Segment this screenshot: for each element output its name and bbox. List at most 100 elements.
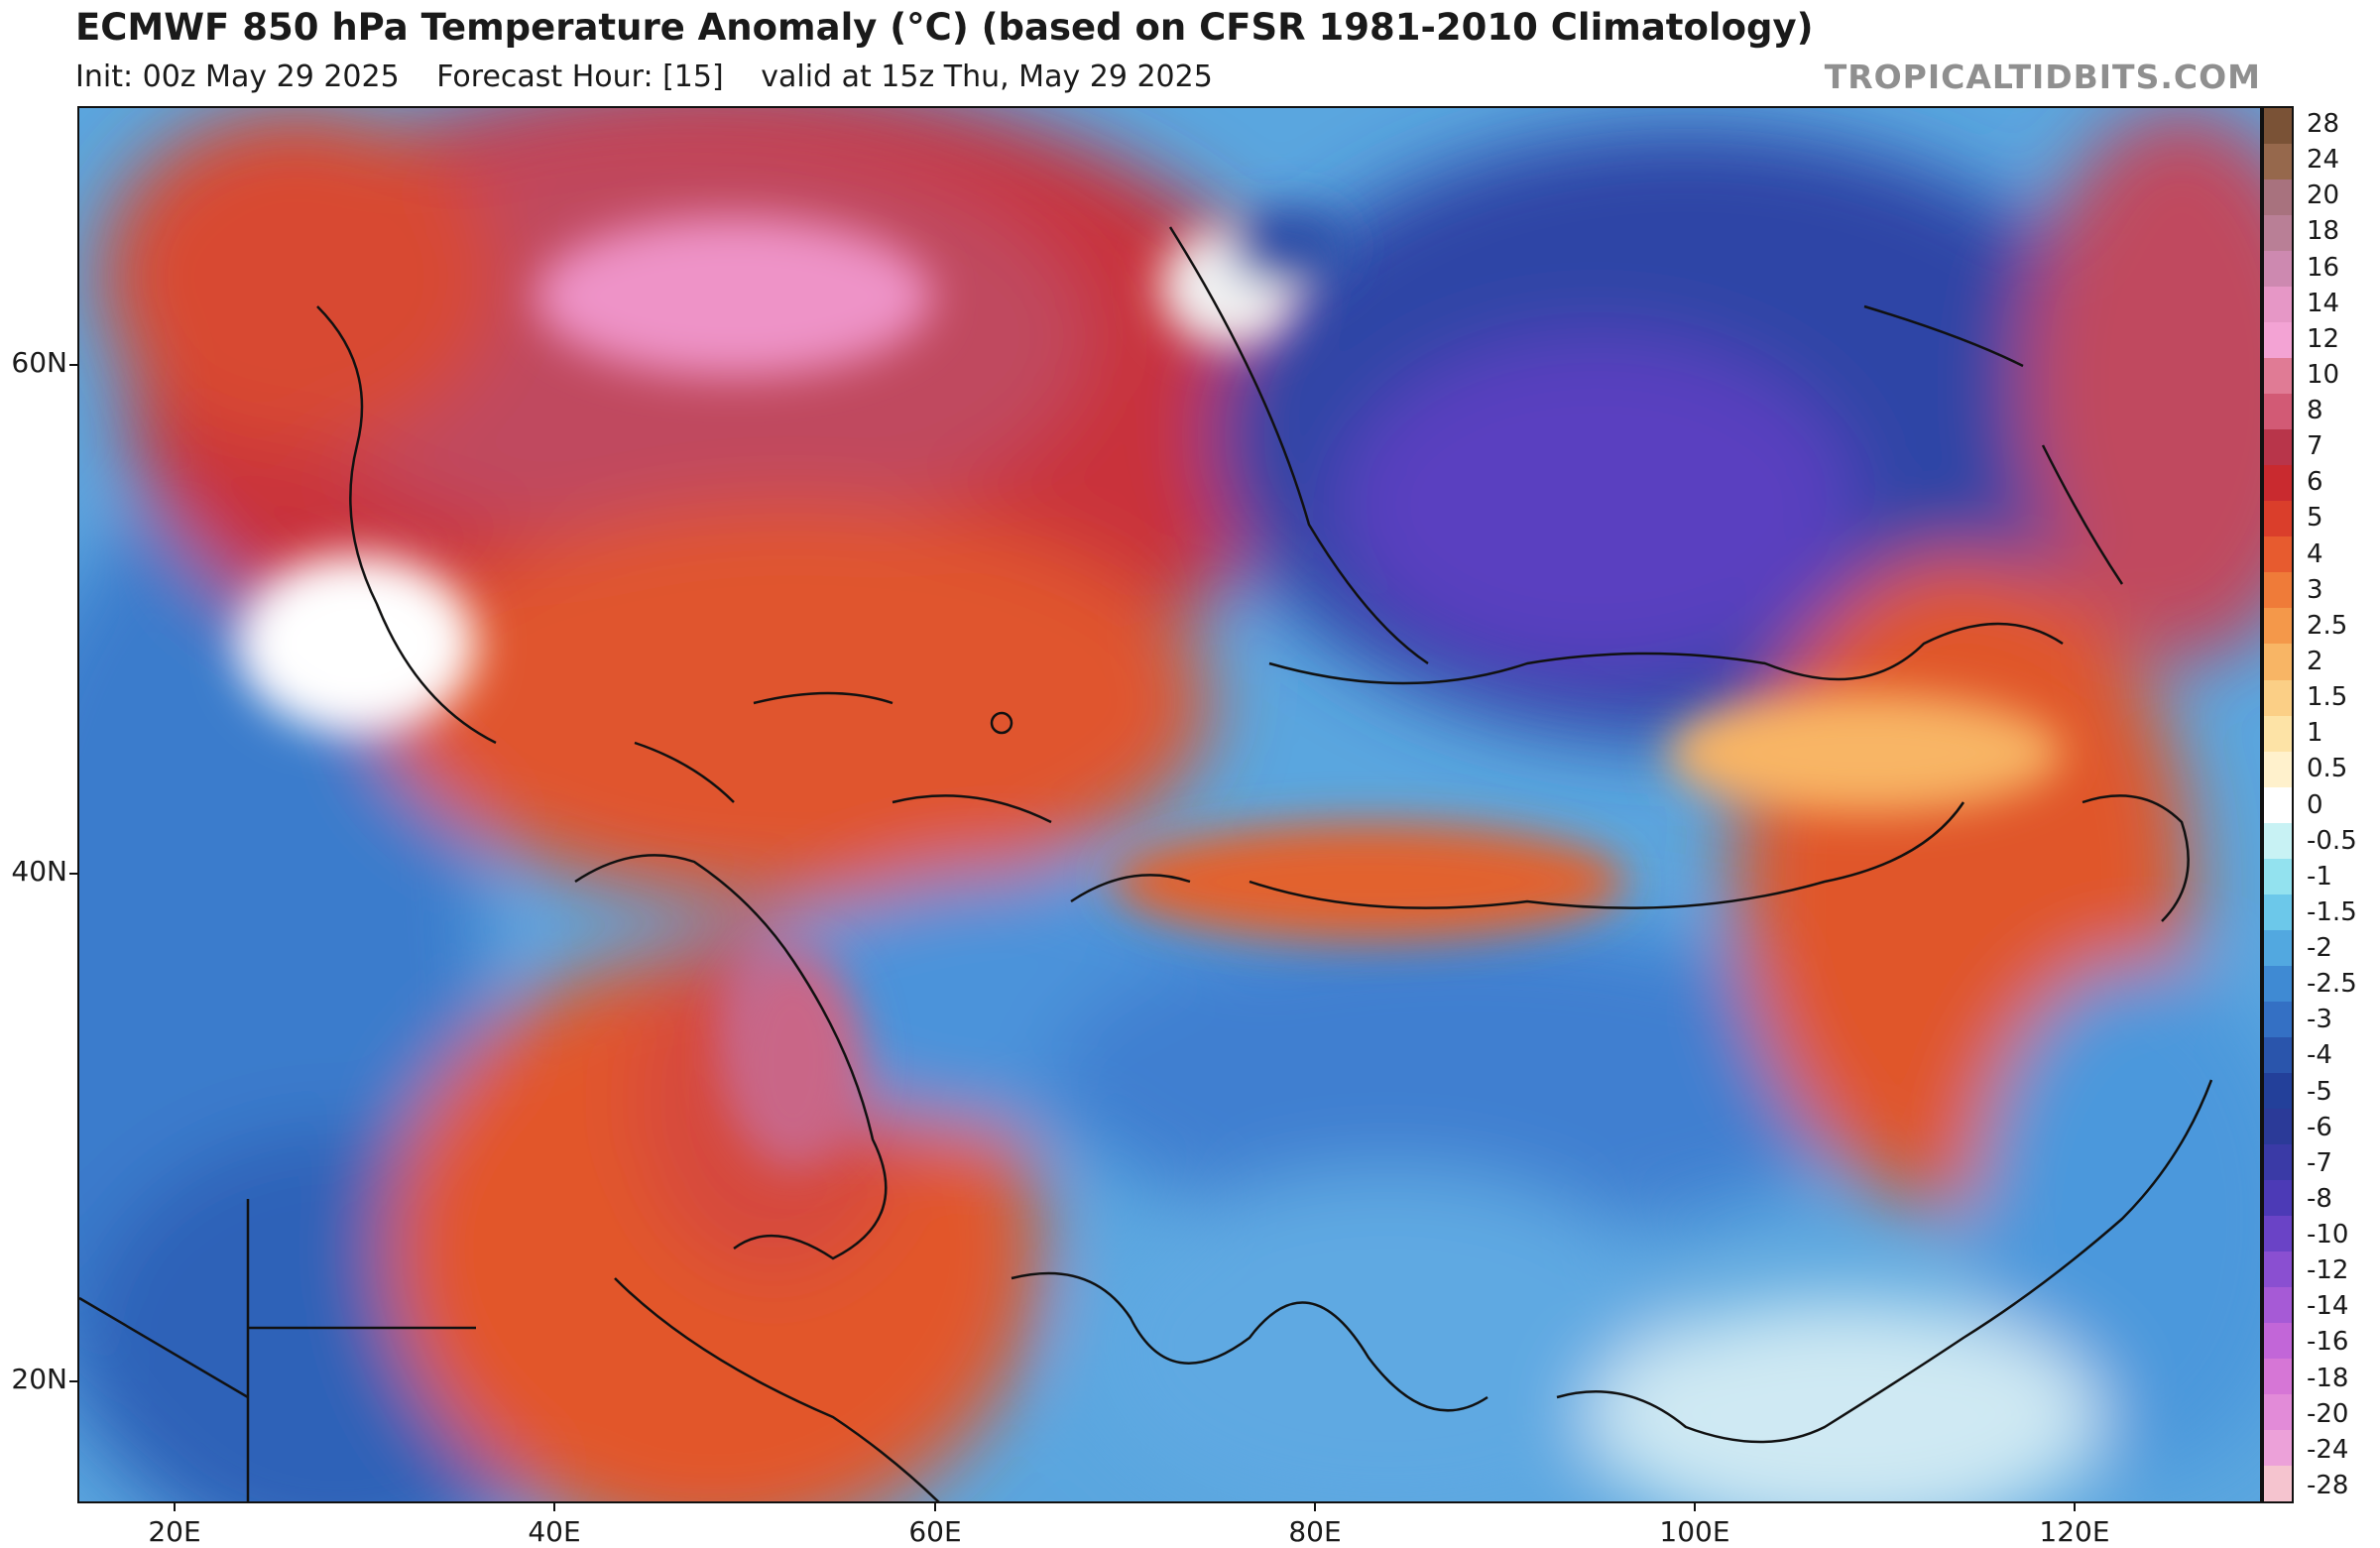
colorbar-label: -16 — [2307, 1327, 2349, 1358]
colorbar-label: 10 — [2307, 359, 2340, 390]
colorbar-label: -20 — [2307, 1398, 2349, 1429]
colorbar-label: -28 — [2307, 1470, 2349, 1500]
colorbar-swatch — [2264, 251, 2292, 288]
lon-label-100e: 100E — [1659, 1515, 1730, 1548]
colorbar-swatch — [2264, 179, 2292, 216]
colorbar-label: 2 — [2307, 646, 2323, 676]
lat-tick — [69, 873, 77, 875]
lat-label-40n: 40N — [11, 855, 67, 888]
colorbar-label: -2 — [2307, 933, 2332, 963]
colorbar-swatch — [2264, 394, 2292, 430]
colorbar-swatch — [2264, 429, 2292, 466]
colorbar-swatch — [2264, 108, 2292, 145]
colorbar-label: 28 — [2307, 109, 2340, 140]
lon-label-120e: 120E — [2039, 1515, 2110, 1548]
colorbar-swatch — [2264, 536, 2292, 573]
colorbar-swatch — [2264, 608, 2292, 645]
colorbar-label: 4 — [2307, 538, 2323, 569]
colorbar-label: 8 — [2307, 396, 2323, 426]
colorbar-label: -14 — [2307, 1291, 2349, 1322]
colorbar-swatch — [2264, 287, 2292, 323]
lon-label-40e: 40E — [528, 1515, 581, 1548]
colorbar-label: -8 — [2307, 1183, 2332, 1214]
colorbar-label: 14 — [2307, 288, 2340, 318]
lon-tick — [1314, 1503, 1316, 1511]
valid-time: valid at 15z Thu, May 29 2025 — [761, 60, 1213, 94]
colorbar-label: -12 — [2307, 1255, 2349, 1286]
colorbar-swatch — [2264, 751, 2292, 787]
colorbar-label: -2.5 — [2307, 969, 2357, 1000]
colorbar-swatch — [2264, 144, 2292, 180]
coastlines — [79, 226, 2213, 1501]
colorbar-swatch — [2264, 1108, 2292, 1144]
colorbar — [2262, 106, 2294, 1503]
colorbar-swatch — [2264, 822, 2292, 859]
colorbar-swatch — [2264, 322, 2292, 359]
colorbar-label: 1.5 — [2307, 682, 2348, 713]
colorbar-label: -18 — [2307, 1363, 2349, 1393]
lon-label-20e: 20E — [148, 1515, 201, 1548]
colorbar-labels: 28 24 20 18 16 14 12 10 8 7 6 5 4 3 2.5 2 1.5 1 0.5 0 -0.5 -1… — [2299, 106, 2378, 1503]
colorbar-label: -0.5 — [2307, 825, 2357, 856]
colorbar-label: 20 — [2307, 180, 2340, 211]
colorbar-swatch — [2264, 1036, 2292, 1073]
anomaly-map — [77, 106, 2262, 1503]
colorbar-label: -7 — [2307, 1147, 2332, 1178]
colorbar-swatch — [2264, 358, 2292, 395]
colorbar-label: 6 — [2307, 467, 2323, 498]
colorbar-swatch — [2264, 572, 2292, 609]
chart-subtitle: Init: 00z May 29 2025 Forecast Hour: [15… — [75, 60, 1241, 94]
colorbar-swatch — [2264, 965, 2292, 1002]
colorbar-label: -1 — [2307, 861, 2332, 892]
colorbar-swatch — [2264, 1466, 2292, 1502]
lon-tick — [174, 1503, 176, 1511]
colorbar-swatch — [2264, 679, 2292, 716]
site-credit: TROPICALTIDBITS.COM — [1824, 58, 2261, 96]
colorbar-label: 3 — [2307, 574, 2323, 605]
lat-label-20n: 20N — [11, 1363, 67, 1395]
colorbar-label: 18 — [2307, 216, 2340, 247]
colorbar-swatch — [2264, 465, 2292, 502]
colorbar-label: 0 — [2307, 789, 2323, 820]
colorbar-swatch — [2264, 893, 2292, 930]
lon-tick — [1694, 1503, 1696, 1511]
colorbar-label: 7 — [2307, 431, 2323, 462]
colorbar-label: -4 — [2307, 1040, 2332, 1071]
colorbar-label: -3 — [2307, 1005, 2332, 1035]
colorbar-label: -5 — [2307, 1076, 2332, 1107]
colorbar-swatch — [2264, 1215, 2292, 1251]
colorbar-label: 2.5 — [2307, 610, 2348, 641]
lat-tick — [69, 364, 77, 366]
colorbar-label: 16 — [2307, 252, 2340, 283]
colorbar-swatch — [2264, 858, 2292, 894]
colorbar-swatch — [2264, 1072, 2292, 1109]
colorbar-label: 5 — [2307, 503, 2323, 534]
init-time: Init: 00z May 29 2025 — [75, 60, 400, 94]
colorbar-swatch — [2264, 1001, 2292, 1037]
colorbar-swatch — [2264, 715, 2292, 752]
lon-tick — [934, 1503, 936, 1511]
anomaly-field — [79, 108, 2260, 1501]
colorbar-swatch — [2264, 501, 2292, 537]
colorbar-swatch — [2264, 1394, 2292, 1431]
colorbar-swatch — [2264, 1287, 2292, 1324]
colorbar-swatch — [2264, 644, 2292, 680]
lat-tick — [69, 1380, 77, 1382]
colorbar-swatch — [2264, 1251, 2292, 1288]
colorbar-label: 24 — [2307, 145, 2340, 176]
colorbar-swatch — [2264, 929, 2292, 966]
colorbar-label: 12 — [2307, 323, 2340, 354]
lon-tick — [553, 1503, 555, 1511]
colorbar-swatch — [2264, 1179, 2292, 1216]
colorbar-swatch — [2264, 215, 2292, 252]
lon-tick — [2074, 1503, 2076, 1511]
colorbar-label: 0.5 — [2307, 754, 2348, 784]
colorbar-swatch — [2264, 786, 2292, 823]
colorbar-label: -1.5 — [2307, 896, 2357, 927]
colorbar-swatch — [2264, 1430, 2292, 1467]
colorbar-label: -24 — [2307, 1434, 2349, 1465]
lon-label-80e: 80E — [1288, 1515, 1342, 1548]
colorbar-label: -10 — [2307, 1220, 2349, 1250]
lon-label-60e: 60E — [908, 1515, 962, 1548]
forecast-hour: Forecast Hour: [15] — [436, 60, 724, 94]
